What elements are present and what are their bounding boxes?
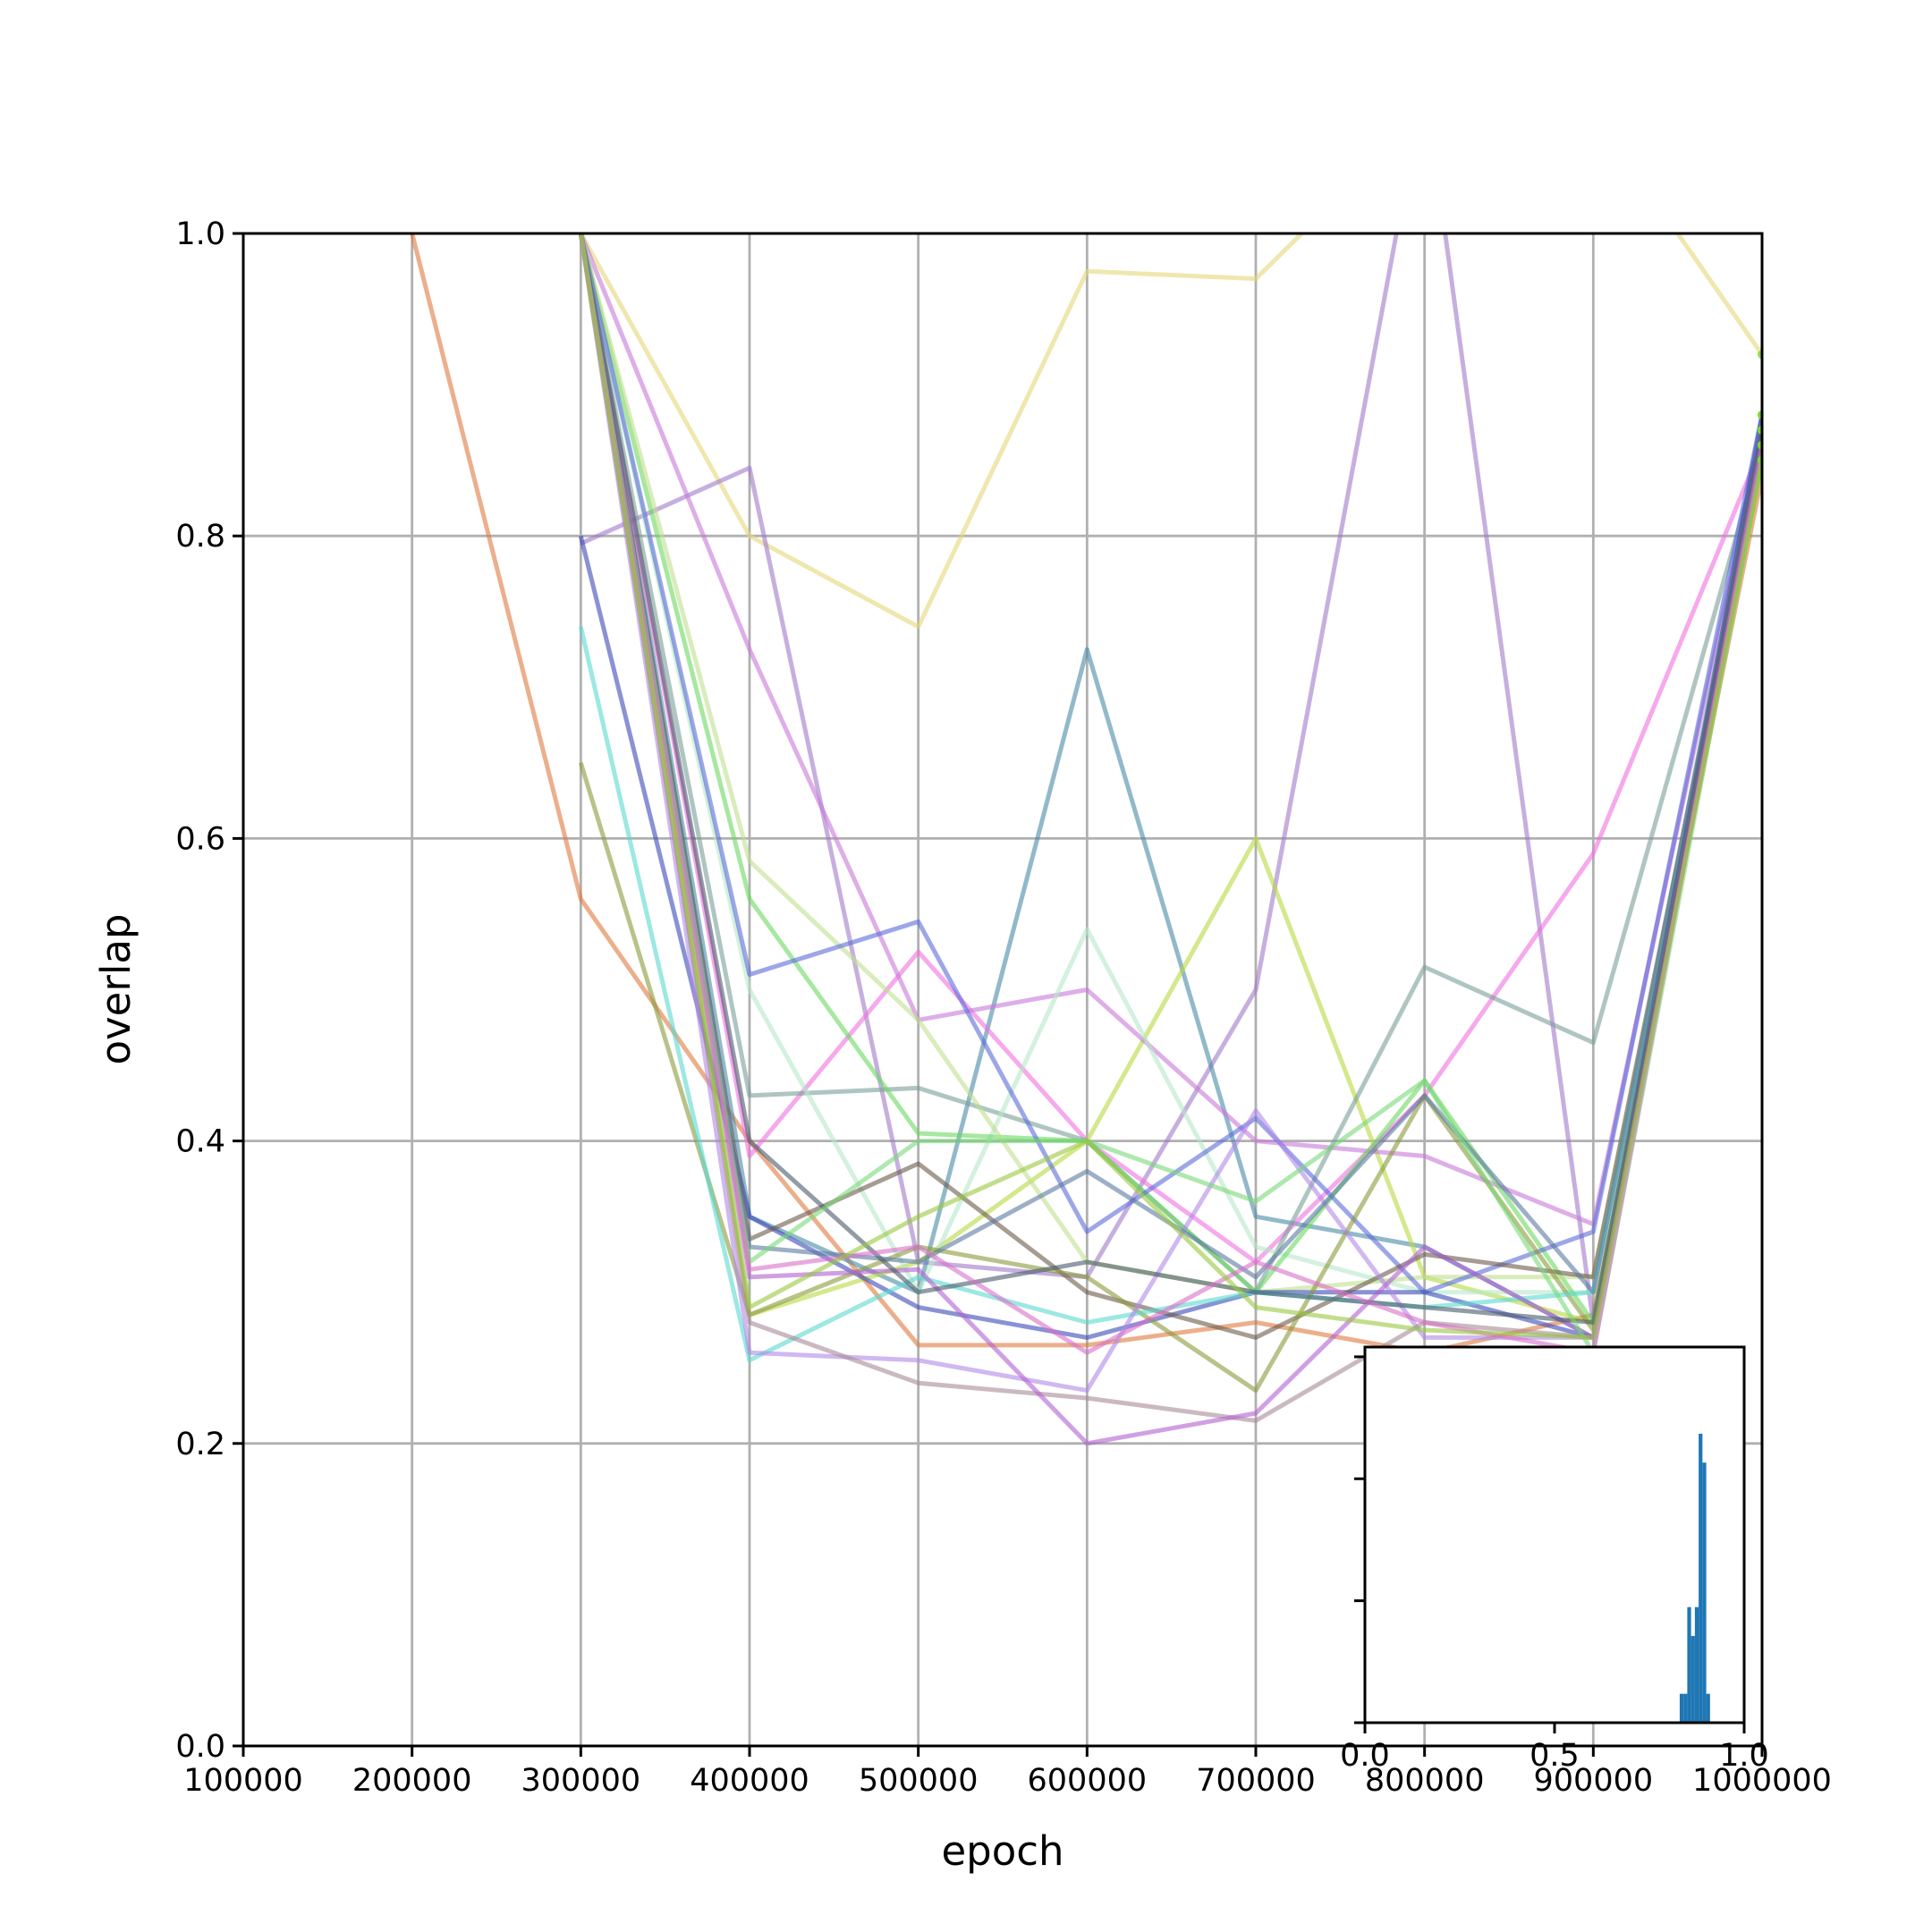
y-ticks: 0.0 0.2 0.4 0.6 0.8 1.0 [175, 216, 243, 1765]
x-tick-label: 900000 [1534, 1763, 1654, 1799]
series-line-7 [578, 233, 1762, 1227]
histogram-bar [1687, 1606, 1691, 1723]
x-tick-label: 300000 [521, 1763, 641, 1799]
series-line-3 [580, 233, 1762, 1325]
x-tick-label: 400000 [690, 1763, 809, 1799]
y-tick-label: 0.6 [175, 821, 225, 857]
x-ticks: 100000 200000 300000 400000 500000 600000 7000… [183, 1746, 1832, 1799]
histogram-bar [1683, 1693, 1688, 1723]
inset-background [1365, 1347, 1744, 1723]
histogram-bar [1702, 1462, 1707, 1723]
inset-x-tick-label: 1.0 [1719, 1738, 1769, 1774]
x-tick-label: 500000 [859, 1763, 979, 1799]
series-line-6 [578, 233, 1762, 1265]
x-tick-label: 700000 [1196, 1763, 1316, 1799]
main-chart: 100000 200000 300000 400000 500000 600000 7000… [92, 216, 1832, 1875]
series-line-21 [578, 233, 1762, 1325]
histogram-bar [1706, 1693, 1710, 1723]
y-tick-label: 0.2 [175, 1427, 225, 1462]
series-line-2 [579, 233, 1762, 630]
y-axis-label: overlap [92, 914, 140, 1065]
x-tick-label: 200000 [352, 1763, 472, 1799]
series-lines [410, 233, 1762, 1446]
y-tick-label: 0.4 [175, 1124, 225, 1160]
series-line-1 [410, 233, 1762, 1355]
y-tick-label: 1.0 [175, 216, 225, 252]
histogram-bar [1694, 1606, 1699, 1723]
inset-histogram: 0.0 0.5 1.0 [1340, 1345, 1769, 1774]
x-tick-label: 1000000 [1692, 1763, 1832, 1799]
x-axis-label: epoch [941, 1827, 1063, 1875]
histogram-bar [1699, 1433, 1703, 1723]
inset-x-ticks: 0.0 0.5 1.0 [1340, 1723, 1769, 1774]
series-line-14 [578, 233, 1762, 1340]
series-line-19 [578, 233, 1762, 1446]
series-line-12 [578, 233, 1762, 1295]
series-line-24 [578, 233, 1762, 1340]
inset-x-tick-label: 0.0 [1340, 1738, 1390, 1774]
x-tick-label: 100000 [183, 1763, 303, 1799]
plot-frame [242, 232, 1764, 1748]
inset-y-ticks [1354, 1355, 1365, 1724]
x-tick-label: 800000 [1365, 1763, 1485, 1799]
series-line-10 [578, 233, 1762, 1325]
inset-x-tick-label: 0.5 [1530, 1738, 1580, 1774]
y-tick-label: 0.8 [175, 519, 225, 555]
series-line-5 [578, 233, 1762, 1325]
histogram-bars [1679, 1433, 1710, 1723]
y-tick-label: 0.0 [175, 1729, 225, 1765]
series-line-15 [578, 460, 1762, 1394]
histogram-bar [1679, 1693, 1684, 1723]
series-line-22 [578, 233, 1762, 1355]
x-tick-label: 600000 [1028, 1763, 1148, 1799]
histogram-bar [1690, 1636, 1695, 1723]
